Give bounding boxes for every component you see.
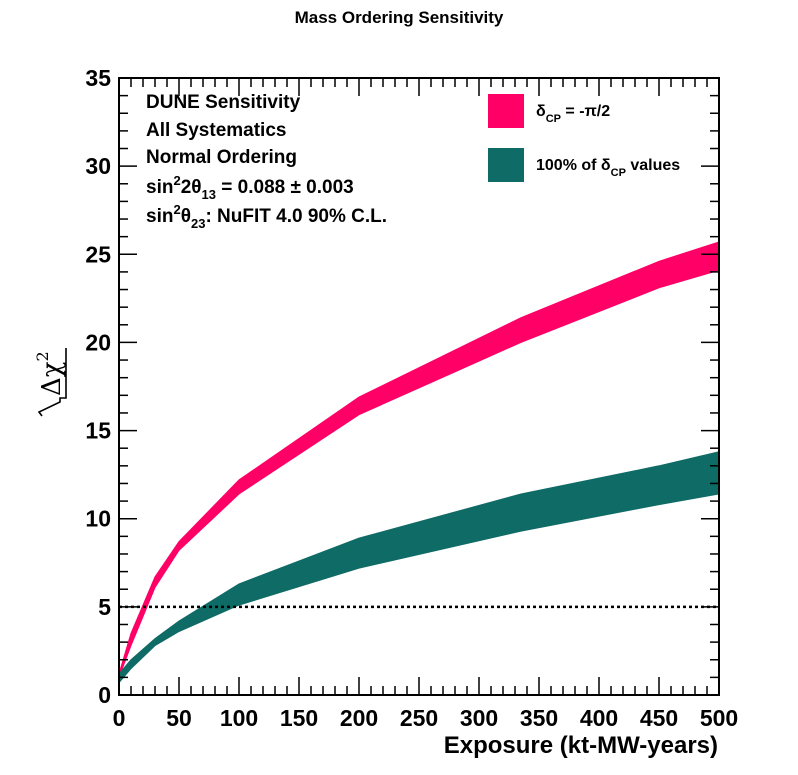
- y-tick-label: 15: [85, 418, 111, 444]
- annotation-line5: sin2θ23: NuFIT 4.0 90% C.L.: [146, 202, 387, 231]
- axis-ticks: 0 50 100 150 200 250 300 350 400 450 500 0 5 10 15 20 25…: [85, 65, 738, 731]
- x-tick-label: 100: [220, 705, 258, 731]
- bands: [118, 241, 720, 685]
- band-1: [118, 451, 720, 685]
- y-tick-label: 25: [85, 241, 111, 267]
- y-tick-label: 30: [85, 153, 111, 179]
- text-part: 2: [173, 173, 180, 188]
- y-tick-label: 10: [85, 506, 111, 532]
- y-tick-label: 5: [98, 594, 111, 620]
- text-part: CP: [546, 113, 561, 125]
- y-tick-label: 0: [98, 682, 111, 708]
- legend-swatch-1: [488, 148, 524, 182]
- text-part: = -π/2: [561, 103, 610, 120]
- y-axis-symbol: Δχ2: [33, 351, 67, 396]
- y-axis-symbol-text: Δχ: [37, 361, 67, 396]
- text-part: : NuFIT 4.0 90% C.L.: [205, 206, 387, 227]
- annotation-line2: All Systematics: [146, 120, 286, 141]
- text-part: = 0.088 ± 0.003: [216, 177, 354, 198]
- text-part: CP: [611, 167, 626, 179]
- annotation-line4: sin22θ13 = 0.088 ± 0.003: [146, 173, 354, 202]
- legend-label-1: 100% of δCP values: [536, 157, 680, 179]
- x-tick-label: 350: [520, 705, 558, 731]
- x-tick-label: 0: [113, 705, 126, 731]
- text-part: All Systematics: [146, 120, 286, 141]
- text-part: sin: [146, 206, 173, 227]
- text-part: θ: [181, 206, 191, 227]
- text-part: 13: [202, 187, 216, 202]
- text-part: 23: [191, 216, 205, 231]
- legend-label-0: δCP = -π/2: [536, 103, 610, 125]
- x-tick-label: 50: [166, 705, 192, 731]
- x-axis-label: Exposure (kt-MW-years): [444, 732, 718, 759]
- text-part: DUNE Sensitivity: [146, 92, 301, 113]
- chart-title: Mass Ordering Sensitivity: [295, 8, 504, 27]
- annotation-line1: DUNE Sensitivity: [146, 92, 301, 113]
- x-tick-label: 400: [580, 705, 618, 731]
- y-axis-symbol-sup: 2: [33, 351, 52, 361]
- y-axis-label: Δχ2: [33, 348, 67, 417]
- text-part: 100% of δ: [536, 157, 611, 174]
- annotations: DUNE Sensitivity All Systematics Normal Or…: [146, 92, 387, 231]
- text-part: values: [626, 157, 680, 174]
- text-part: Normal Ordering: [146, 147, 297, 168]
- y-tick-label: 20: [85, 329, 111, 355]
- text-part: sin: [146, 177, 173, 198]
- text-part: δ: [536, 103, 546, 120]
- text-part: 2: [173, 202, 180, 217]
- x-tick-label: 500: [700, 705, 738, 731]
- x-tick-label: 200: [340, 705, 378, 731]
- sqrt-radical: [37, 348, 67, 417]
- x-tick-label: 450: [640, 705, 678, 731]
- annotation-line3: Normal Ordering: [146, 147, 297, 168]
- x-tick-label: 150: [280, 705, 318, 731]
- y-tick-label: 35: [85, 65, 111, 91]
- x-tick-label: 300: [460, 705, 498, 731]
- text-part: 2θ: [181, 177, 202, 198]
- x-tick-label: 250: [400, 705, 438, 731]
- legend-swatch-0: [488, 94, 524, 128]
